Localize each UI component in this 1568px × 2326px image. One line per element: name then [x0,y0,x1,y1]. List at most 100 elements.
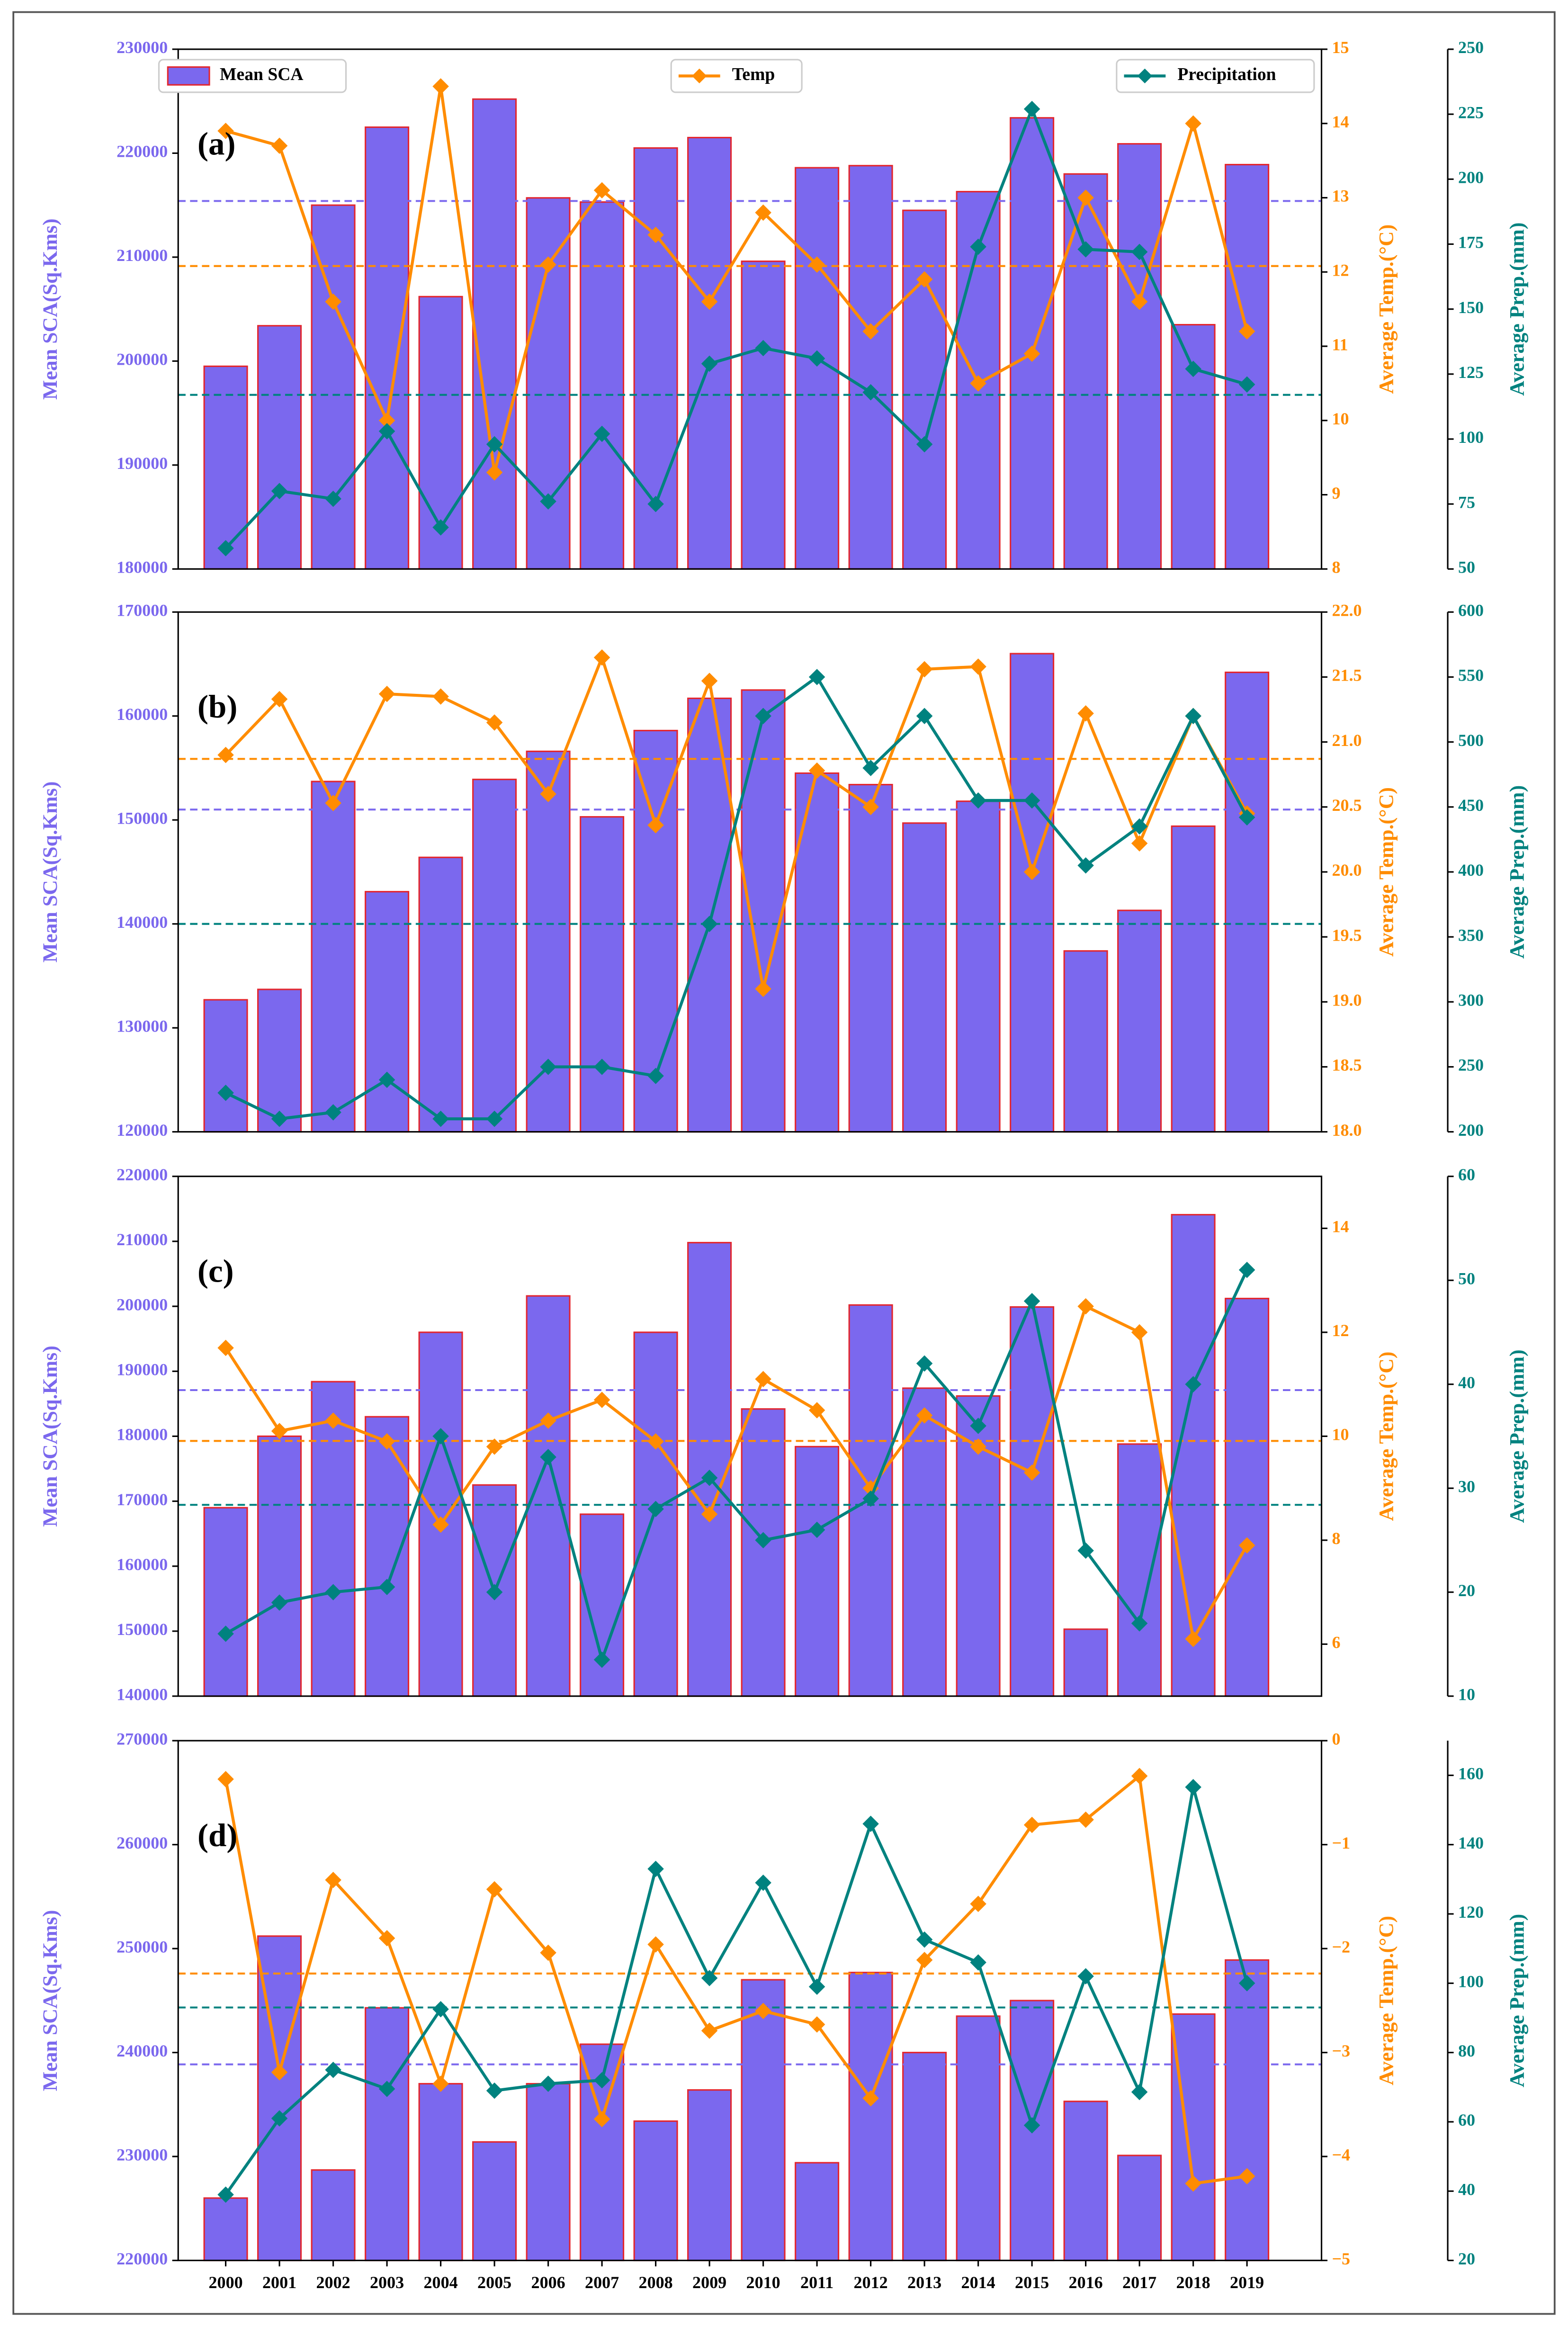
marker [1185,1376,1201,1392]
marker [540,1059,556,1075]
tick-label: 190000 [116,454,168,473]
marker [1077,1298,1094,1315]
marker [916,1407,933,1424]
marker [1185,115,1201,132]
marker [1185,2175,1201,2192]
marker [755,980,771,997]
marker [701,1506,718,1523]
tick-label: −5 [1332,2249,1350,2268]
x-tick-label: 2019 [1230,2273,1264,2292]
bar [956,800,1001,1133]
tick-label: 180000 [116,1425,168,1444]
marker [325,293,341,310]
marker [271,483,288,499]
panel-label: (d) [197,1817,237,1853]
tick-label: 550 [1458,666,1484,685]
marker [808,1978,825,1995]
bar [418,856,463,1133]
x-tick-label: 2002 [316,2273,350,2292]
bar [1225,671,1270,1133]
marker [540,493,556,510]
bar [633,2120,678,2262]
marker [217,540,234,557]
frame [12,11,1556,2315]
marker [1131,1324,1148,1341]
tick-label: −4 [1332,2145,1350,2164]
tick-label: 15 [1332,38,1349,57]
marker [755,1371,771,1387]
tick-label: −2 [1332,1937,1350,1956]
tick-label: 200000 [116,350,168,369]
legend-label: Temp [732,64,775,84]
tick-label: 19.5 [1332,925,1362,944]
bar [311,1381,356,1697]
tick-label: 18.5 [1332,1056,1362,1075]
tick-label: 220000 [116,2249,168,2268]
marker [271,1110,288,1127]
marker [1238,2168,1255,2185]
line [224,105,1247,549]
marker [1238,1537,1255,1554]
axis-label: Average Prep.(mm) [1506,1914,1529,2087]
bar [257,325,302,570]
marker [325,795,341,811]
tick-label: 14 [1332,1217,1349,1236]
tick-label: −1 [1332,1833,1350,1852]
marker [916,1931,933,1948]
marker [1238,809,1255,826]
line [224,653,1248,989]
bar [418,1331,463,1697]
marker [593,1059,610,1075]
marker [701,293,718,310]
tick-label: 200 [1458,1121,1484,1140]
tick-label: 21.5 [1332,666,1362,685]
tick-label: −3 [1332,2041,1350,2060]
marker [701,2022,718,2039]
marker [540,786,556,802]
marker [486,1110,503,1127]
marker [593,425,610,442]
marker [1131,2084,1148,2101]
marker [325,1872,341,1888]
bar [257,1435,302,1697]
tick-label: 210000 [116,246,168,265]
bar [1117,2155,1162,2262]
tick-label: 225 [1458,103,1484,122]
bar [580,201,625,570]
marker [808,762,825,779]
tick-label: 230000 [116,38,168,57]
bar [848,784,893,1133]
tick-label: 150 [1458,298,1484,317]
tick-label: 50 [1458,558,1475,577]
tick-label: 21.0 [1332,731,1362,750]
tick-label: 8 [1332,558,1340,577]
marker [271,1423,288,1439]
x-tick-label: 2018 [1176,2273,1210,2292]
marker [217,123,234,139]
tick-label: 250 [1458,1056,1484,1075]
marker [970,1895,986,1913]
bar [1063,173,1108,570]
bar [365,1416,410,1697]
tick-label: 210000 [116,1230,168,1249]
bar [472,779,517,1133]
tick-label: 100 [1458,428,1484,447]
marker [432,688,449,705]
tick-label: 175 [1458,233,1484,252]
marker [593,2072,610,2089]
marker [593,182,610,199]
marker [486,464,503,481]
bar [741,260,786,570]
axis-label: Mean SCA(Sq.Kms) [39,781,62,963]
x-tick-label: 2005 [477,2273,511,2292]
marker [970,792,986,809]
marker [271,2064,288,2081]
bar [902,822,947,1133]
legend-marker [1137,68,1153,84]
marker [486,714,503,731]
tick-label: 190000 [116,1360,168,1379]
bar [472,98,517,570]
tick-label: 120 [1458,1903,1484,1922]
plot-frame [177,1740,1323,2262]
marker [593,1652,610,1668]
